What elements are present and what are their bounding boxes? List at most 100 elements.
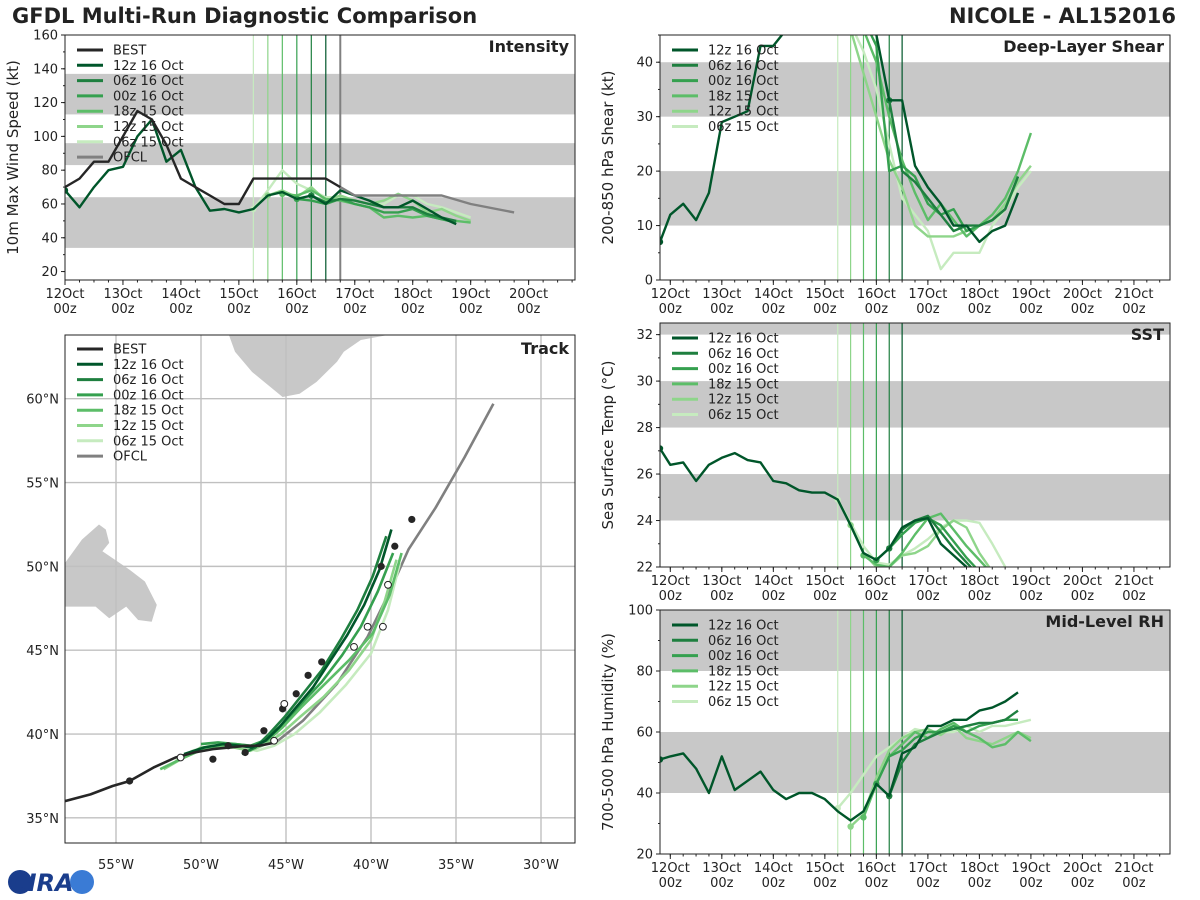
legend-label: 12z 16 Oct bbox=[113, 358, 184, 373]
x-tick-hour: 00z bbox=[762, 876, 786, 891]
legend-label: 06z 16 Oct bbox=[708, 347, 779, 362]
y-tick-label: 60 bbox=[636, 726, 653, 741]
y-axis-label: Sea Surface Temp (°C) bbox=[599, 360, 617, 529]
y-tick-label: 0 bbox=[645, 274, 653, 289]
legend-label: 06z 15 Oct bbox=[708, 120, 779, 135]
x-tick-hour: 00z bbox=[968, 589, 992, 604]
lon-label: 40°W bbox=[353, 858, 389, 873]
x-tick-hour: 00z bbox=[968, 302, 992, 317]
x-tick-hour: 00z bbox=[710, 302, 734, 317]
y-tick-label: 20 bbox=[41, 265, 58, 280]
track-point-open bbox=[363, 622, 372, 631]
logo-text: CIRA bbox=[10, 869, 74, 897]
y-tick-label: 30 bbox=[636, 110, 653, 125]
x-tick-day: 17Oct bbox=[335, 287, 374, 302]
x-tick-day: 13Oct bbox=[702, 287, 741, 302]
x-tick-day: 16Oct bbox=[857, 574, 896, 589]
x-tick-day: 20Oct bbox=[1063, 861, 1102, 876]
track-map: 55°W 50°W 45°W 40°W 35°W 30°W 35°N 40°N 45°N 50°N… bbox=[26, 334, 576, 873]
y-tick-label: 160 bbox=[33, 29, 58, 44]
rh-plot-area bbox=[660, 610, 1170, 854]
lon-label: 35°W bbox=[438, 858, 474, 873]
x-tick-hour: 00z bbox=[1122, 876, 1146, 891]
legend-label: 12z 15 Oct bbox=[113, 419, 184, 434]
panel-title: SST bbox=[1131, 325, 1164, 344]
x-tick-hour: 00z bbox=[53, 302, 77, 317]
legend-label: BEST bbox=[113, 44, 146, 59]
y-tick-label: 120 bbox=[33, 96, 58, 111]
y-tick-label: 22 bbox=[636, 561, 653, 576]
land-greenland bbox=[228, 335, 388, 397]
x-tick-day: 17Oct bbox=[908, 861, 947, 876]
x-tick-hour: 00z bbox=[865, 589, 889, 604]
lon-label: 45°W bbox=[268, 858, 304, 873]
lat-label: 50°N bbox=[26, 560, 59, 575]
legend-label: OFCL bbox=[113, 450, 148, 465]
y-tick-label: 28 bbox=[636, 421, 653, 436]
x-tick-hour: 00z bbox=[659, 589, 683, 604]
lon-label: 55°W bbox=[98, 858, 134, 873]
y-tick-label: 30 bbox=[636, 375, 653, 390]
x-tick-day: 18Oct bbox=[960, 287, 999, 302]
track-point-filled bbox=[304, 671, 312, 679]
y-tick-label: 40 bbox=[636, 56, 653, 71]
y-tick-label: 20 bbox=[636, 165, 653, 180]
track-point-filled bbox=[241, 748, 249, 757]
x-tick-day: 16Oct bbox=[277, 287, 316, 302]
y-tick-label: 32 bbox=[636, 328, 653, 343]
series-06z-16-oct bbox=[888, 514, 973, 567]
x-tick-day: 13Oct bbox=[103, 287, 142, 302]
x-tick-day: 15Oct bbox=[805, 574, 844, 589]
x-tick-day: 15Oct bbox=[219, 287, 258, 302]
legend-label: 00z 16 Oct bbox=[708, 649, 779, 664]
legend-label: 06z 15 Oct bbox=[708, 695, 779, 710]
lat-label: 55°N bbox=[26, 477, 59, 492]
x-tick-day: 19Oct bbox=[1011, 574, 1050, 589]
legend-label: 00z 16 Oct bbox=[113, 388, 184, 403]
x-tick-hour: 00z bbox=[916, 876, 940, 891]
x-tick-hour: 00z bbox=[813, 876, 837, 891]
x-tick-day: 20Oct bbox=[1063, 574, 1102, 589]
legend-label: 18z 15 Oct bbox=[708, 664, 779, 679]
x-tick-hour: 00z bbox=[968, 876, 992, 891]
threshold-band bbox=[660, 323, 1170, 335]
intensity-plot-area bbox=[65, 35, 575, 280]
x-tick-hour: 00z bbox=[1071, 876, 1095, 891]
init-point bbox=[660, 238, 664, 246]
x-tick-day: 18Oct bbox=[960, 574, 999, 589]
x-tick-hour: 00z bbox=[916, 589, 940, 604]
legend-label: 06z 16 Oct bbox=[113, 74, 184, 89]
x-tick-hour: 00z bbox=[710, 589, 734, 604]
legend-label: 06z 15 Oct bbox=[708, 408, 779, 423]
lon-label: 50°W bbox=[183, 858, 219, 873]
track-06z-16-oct bbox=[241, 535, 388, 756]
series-ofcl bbox=[339, 186, 515, 214]
x-tick-hour: 00z bbox=[916, 302, 940, 317]
y-tick-label: 40 bbox=[636, 787, 653, 802]
sst-plot-area bbox=[660, 323, 1170, 567]
x-tick-day: 18Oct bbox=[960, 861, 999, 876]
threshold-band bbox=[65, 143, 575, 166]
init-point bbox=[660, 445, 664, 452]
x-tick-hour: 00z bbox=[1019, 589, 1043, 604]
lat-label: 60°N bbox=[26, 393, 59, 408]
shear-plot-area bbox=[660, 5, 1170, 280]
legend-label: 18z 15 Oct bbox=[113, 105, 184, 120]
x-tick-hour: 00z bbox=[865, 876, 889, 891]
legend-label: 18z 15 Oct bbox=[708, 377, 779, 392]
x-tick-day: 20Oct bbox=[1063, 287, 1102, 302]
init-point bbox=[65, 187, 69, 194]
legend-label: 12z 16 Oct bbox=[113, 59, 184, 74]
init-point bbox=[847, 5, 853, 11]
y-tick-label: 60 bbox=[41, 197, 58, 212]
intensity-chart: 2040608010012014016012Oct00z13Oct00z14Oc… bbox=[4, 29, 576, 317]
panel-title: Deep-Layer Shear bbox=[1003, 37, 1164, 56]
x-tick-hour: 00z bbox=[659, 876, 683, 891]
series-12z-16-oct bbox=[660, 35, 1020, 244]
legend-label: 12z 16 Oct bbox=[708, 619, 779, 634]
land-newfoundland bbox=[65, 524, 157, 622]
cira-logo-icon bbox=[8, 870, 32, 894]
legend-label: BEST bbox=[113, 343, 146, 358]
x-tick-day: 15Oct bbox=[805, 287, 844, 302]
legend-label: 00z 16 Oct bbox=[113, 89, 184, 104]
